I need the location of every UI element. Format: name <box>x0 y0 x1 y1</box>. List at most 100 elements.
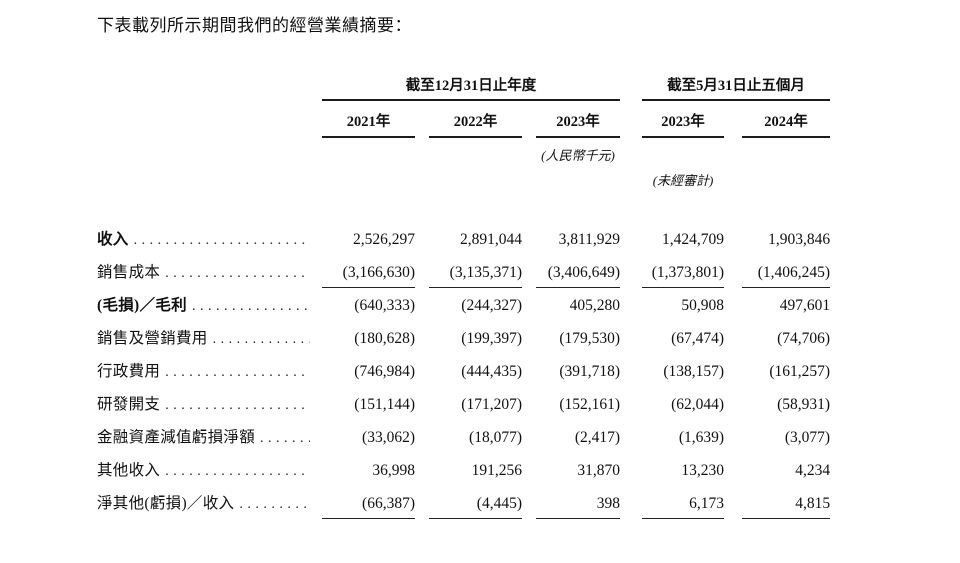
value-cell: 398 <box>536 485 621 519</box>
spacer-cell <box>415 353 429 386</box>
spacer-cell <box>620 137 830 164</box>
spacer-cell <box>724 419 742 452</box>
header-body-gap <box>97 189 830 221</box>
spacer-cell <box>620 221 642 254</box>
value-cell: (746,984) <box>354 363 415 380</box>
row-label-cell: 銷售及營銷費用.................................… <box>97 320 322 353</box>
row-label-cell: 研發開支....................................… <box>97 386 322 419</box>
spacer-cell <box>620 74 642 100</box>
spacer-cell <box>522 353 536 386</box>
spacer-cell <box>522 221 536 254</box>
spacer-cell <box>522 419 536 452</box>
dot-leader: ........................................ <box>239 497 310 512</box>
value-cell: (152,161) <box>559 396 621 413</box>
dot-leader: ........................................ <box>165 464 310 479</box>
value-cell: 4,815 <box>742 485 831 519</box>
table-row: 行政費用....................................… <box>97 353 830 386</box>
row-label-cell: 淨其他(虧損)／收入..............................… <box>97 485 322 518</box>
table-row: 淨其他(虧損)／收入..............................… <box>97 485 831 519</box>
row-label-cell: 收入......................................… <box>97 221 322 254</box>
spacer-cell <box>415 287 429 320</box>
spacer-cell <box>620 386 642 419</box>
operating-results-table: 截至12月31日止年度 截至5月31日止五個月 2021年 2022年 2023… <box>97 74 831 519</box>
currency-unit-row: (人民幣千元) <box>97 137 830 164</box>
spacer-cell <box>415 221 429 254</box>
value-cell: (244,327) <box>461 297 522 314</box>
spacer-cell <box>522 386 536 419</box>
table-row: 銷售及營銷費用.................................… <box>97 320 830 353</box>
spacer-cell <box>620 452 642 485</box>
page-title: 下表載列所示期間我們的經營業績摘要： <box>97 16 412 35</box>
dot-leader: ........................................ <box>165 266 310 281</box>
row-label: 行政費用 <box>97 363 161 380</box>
dot-leader: ........................................ <box>260 431 310 446</box>
value-cell: (3,406,649) <box>536 254 621 288</box>
dot-leader: ........................................ <box>212 332 310 347</box>
dot-leader: ........................................ <box>191 299 310 314</box>
row-label: 淨其他(虧損)／收入 <box>97 495 235 512</box>
spacer-cell <box>522 320 536 353</box>
value-cell: 497,601 <box>779 297 831 314</box>
year-header-2022: 2022年 <box>429 100 522 138</box>
value-cell: (3,166,630) <box>322 254 415 288</box>
value-cell: (2,417) <box>574 429 621 446</box>
value-cell: 50,908 <box>681 297 725 314</box>
spacer-cell <box>620 353 642 386</box>
value-cell: (444,435) <box>461 363 522 380</box>
value-cell: (199,397) <box>461 330 522 347</box>
spacer-cell <box>724 287 742 320</box>
currency-unit-note: (人民幣千元) <box>541 148 615 163</box>
dot-leader: ........................................ <box>133 233 310 248</box>
value-cell: (640,333) <box>354 297 415 314</box>
spacer-cell <box>724 254 742 287</box>
value-cell: (74,706) <box>777 330 831 347</box>
spacer-cell <box>522 254 536 287</box>
value-cell: 405,280 <box>569 297 621 314</box>
table-row: 金融資產減值虧損淨額..............................… <box>97 419 830 452</box>
spacer-cell <box>724 164 830 189</box>
value-cell: (138,157) <box>663 363 725 380</box>
spacer-cell <box>415 452 429 485</box>
row-label: 其他收入 <box>97 462 161 479</box>
value-cell: (58,931) <box>777 396 831 413</box>
value-cell: (1,406,245) <box>742 254 831 288</box>
spacer-cell <box>724 452 742 485</box>
value-cell: (4,445) <box>429 485 522 519</box>
row-label: 金融資產減值虧損淨額 <box>97 429 256 446</box>
spacer-cell <box>415 419 429 452</box>
value-cell: (151,144) <box>354 396 415 413</box>
spacer-cell <box>620 320 642 353</box>
value-cell: (33,062) <box>362 429 415 446</box>
row-label-cell: 銷售成本....................................… <box>97 254 322 287</box>
value-cell: 1,903,846 <box>768 231 831 248</box>
spacer-cell <box>620 100 642 137</box>
value-cell: (67,474) <box>671 330 725 347</box>
dot-leader: ........................................ <box>165 365 310 380</box>
spacer-cell <box>415 386 429 419</box>
spacer-cell <box>415 320 429 353</box>
value-cell: 1,424,709 <box>662 231 725 248</box>
spacer-cell <box>522 485 536 518</box>
value-cell: 2,526,297 <box>353 231 415 248</box>
spacer-cell <box>97 100 322 137</box>
spacer-cell <box>724 320 742 353</box>
value-cell: 36,998 <box>372 462 415 479</box>
value-cell: 2,891,044 <box>460 231 522 248</box>
spacer-cell <box>522 452 536 485</box>
spacer-cell <box>97 137 536 164</box>
spacer-cell <box>415 100 429 137</box>
value-cell: 3,811,929 <box>558 231 621 248</box>
table-row: 收入......................................… <box>97 221 830 254</box>
row-label: 研發開支 <box>97 396 161 413</box>
value-cell: (18,077) <box>469 429 522 446</box>
value-cell: (171,207) <box>461 396 522 413</box>
spacer-cell <box>620 419 642 452</box>
spacer-cell <box>97 74 322 100</box>
value-cell: (161,257) <box>769 363 831 380</box>
value-cell: (391,718) <box>559 363 621 380</box>
value-cell: (62,044) <box>671 396 725 413</box>
year-header-2023: 2023年 <box>536 100 621 138</box>
row-label: 銷售及營銷費用 <box>97 330 208 347</box>
row-label-cell: 金融資產減值虧損淨額..............................… <box>97 419 322 452</box>
row-label: 銷售成本 <box>97 264 161 281</box>
